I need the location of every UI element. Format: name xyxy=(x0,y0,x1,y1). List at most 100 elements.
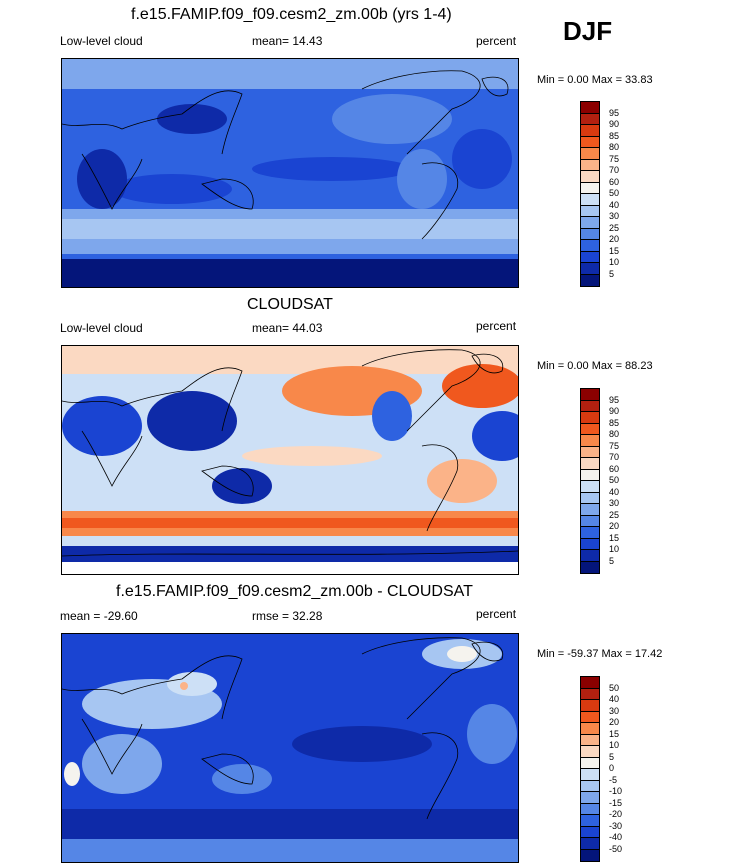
panel-1-units-label: percent xyxy=(476,34,517,48)
panel-2-map xyxy=(61,345,519,575)
colorbar-swatch xyxy=(581,435,599,447)
colorbar-tick-label: 75 xyxy=(609,440,620,451)
colorbar-tick-label: 5 xyxy=(609,268,615,279)
colorbar-tick-label: -50 xyxy=(609,843,623,854)
colorbar-swatch xyxy=(581,550,599,562)
colorbar-swatch xyxy=(581,251,599,263)
colorbar-swatch xyxy=(581,803,599,815)
colorbar-tick-label: 90 xyxy=(609,406,620,416)
panel-2-title: CLOUDSAT xyxy=(247,296,333,313)
colorbar-swatch xyxy=(581,389,599,401)
colorbar-swatch xyxy=(581,481,599,493)
colorbar-swatch xyxy=(581,838,599,850)
panel-1-colorbar xyxy=(580,101,600,287)
colorbar-swatch xyxy=(581,159,599,171)
colorbar-tick-label: -40 xyxy=(609,832,623,842)
panel-2-variable-label: Low-level cloud xyxy=(60,321,143,335)
colorbar-swatch xyxy=(581,274,599,286)
panel-3-map xyxy=(61,633,519,863)
colorbar-tick-label: 50 xyxy=(609,475,620,485)
colorbar-swatch xyxy=(581,148,599,160)
colorbar-swatch xyxy=(581,746,599,758)
colorbar-tick-label: 25 xyxy=(609,509,620,520)
colorbar-swatch xyxy=(581,217,599,229)
colorbar-swatch xyxy=(581,723,599,735)
colorbar-tick-label: 85 xyxy=(609,130,620,141)
colorbar-tick-label: 30 xyxy=(609,211,620,221)
colorbar-swatch xyxy=(581,182,599,194)
colorbar-tick-label: 75 xyxy=(609,153,620,164)
colorbar-tick-label: 40 xyxy=(609,199,620,210)
colorbar-swatch xyxy=(581,515,599,527)
colorbar-tick-label: 95 xyxy=(609,107,620,118)
colorbar-tick-label: 5 xyxy=(609,555,615,566)
colorbar-swatch xyxy=(581,125,599,137)
panel-2-minmax: Min = 0.00 Max = 88.23 xyxy=(537,360,653,372)
colorbar-swatch xyxy=(581,423,599,435)
colorbar-swatch xyxy=(581,458,599,470)
colorbar-swatch xyxy=(581,688,599,700)
colorbar-swatch xyxy=(581,700,599,712)
colorbar-swatch xyxy=(581,561,599,573)
colorbar-tick-label: 30 xyxy=(609,498,620,508)
colorbar-tick-label: 40 xyxy=(609,486,620,497)
colorbar-tick-label: -5 xyxy=(609,774,618,785)
colorbar-tick-label: 70 xyxy=(609,452,620,462)
colorbar-swatch xyxy=(581,792,599,804)
colorbar-swatch xyxy=(581,205,599,217)
colorbar-swatch xyxy=(581,711,599,723)
panel-2-units-label: percent xyxy=(476,319,517,333)
panel-3-colorbar xyxy=(580,676,600,862)
colorbar-swatch xyxy=(581,263,599,275)
colorbar-tick-label: 80 xyxy=(609,429,620,439)
colorbar-swatch xyxy=(581,446,599,458)
colorbar-swatch xyxy=(581,113,599,125)
colorbar-swatch xyxy=(581,469,599,481)
colorbar-tick-label: 20 xyxy=(609,234,620,244)
colorbar-swatch xyxy=(581,228,599,240)
colorbar-tick-label: 95 xyxy=(609,394,620,405)
colorbar-tick-label: 80 xyxy=(609,142,620,152)
panel-1-map xyxy=(61,58,519,288)
colorbar-swatch xyxy=(581,815,599,827)
colorbar-swatch xyxy=(581,136,599,148)
colorbar-tick-label: 90 xyxy=(609,119,620,129)
colorbar-swatch xyxy=(581,102,599,114)
panel-1-minmax: Min = 0.00 Max = 33.83 xyxy=(537,74,653,86)
colorbar-swatch xyxy=(581,171,599,183)
colorbar-tick-label: 50 xyxy=(609,188,620,198)
colorbar-tick-label: 85 xyxy=(609,417,620,428)
colorbar-swatch xyxy=(581,849,599,861)
colorbar-tick-label: -10 xyxy=(609,786,623,796)
colorbar-tick-label: 15 xyxy=(609,245,620,256)
colorbar-swatch xyxy=(581,527,599,539)
colorbar-swatch xyxy=(581,194,599,206)
colorbar-tick-label: 60 xyxy=(609,463,620,474)
colorbar-tick-label: 0 xyxy=(609,763,615,773)
colorbar-tick-label: 5 xyxy=(609,751,615,762)
colorbar-tick-label: 10 xyxy=(609,257,620,267)
colorbar-swatch xyxy=(581,400,599,412)
panel-1-variable-label: Low-level cloud xyxy=(60,34,143,48)
colorbar-swatch xyxy=(581,780,599,792)
panel-3-minmax: Min = -59.37 Max = 17.42 xyxy=(537,648,663,660)
colorbar-tick-label: 20 xyxy=(609,521,620,531)
colorbar-tick-label: -30 xyxy=(609,820,623,831)
colorbar-tick-label: 50 xyxy=(609,682,620,693)
colorbar-tick-label: 10 xyxy=(609,544,620,554)
panel-2-mean-label: mean= 44.03 xyxy=(252,321,323,335)
panel-1-title: f.e15.FAMIP.f09_f09.cesm2_zm.00b (yrs 1-… xyxy=(131,6,452,23)
colorbar-swatch xyxy=(581,757,599,769)
colorbar-swatch xyxy=(581,769,599,781)
panel-2-colorbar xyxy=(580,388,600,574)
panel-3-mean-label: mean = -29.60 xyxy=(60,609,138,623)
season-label: DJF xyxy=(563,16,613,46)
colorbar-swatch xyxy=(581,504,599,516)
colorbar-tick-label: 15 xyxy=(609,728,620,739)
colorbar-swatch xyxy=(581,826,599,838)
panel-3-units-label: percent xyxy=(476,607,517,621)
colorbar-swatch xyxy=(581,538,599,550)
colorbar-tick-label: -20 xyxy=(609,809,623,819)
colorbar-swatch xyxy=(581,734,599,746)
colorbar-swatch xyxy=(581,412,599,424)
